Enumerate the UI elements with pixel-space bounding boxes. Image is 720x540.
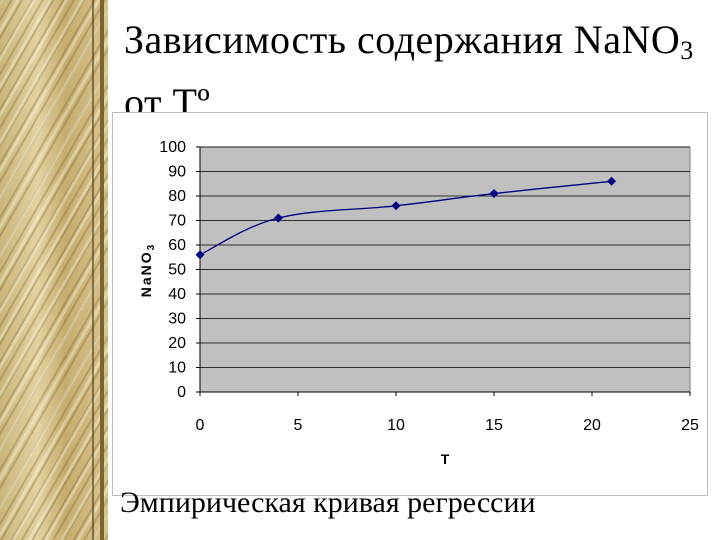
- side-band-divider: [92, 0, 94, 540]
- y-tick-label-80: 80: [168, 188, 186, 205]
- y-tick-label-90: 90: [168, 164, 186, 181]
- decorative-side-band: [0, 0, 108, 540]
- x-tick-label-5: 5: [294, 417, 303, 434]
- data-point-marker-4: [607, 176, 617, 186]
- data-point-marker-3: [489, 189, 499, 199]
- y-tick-label-40: 40: [168, 286, 186, 303]
- slide-title: Зависимость содержания NaNO3 от Tº: [124, 14, 714, 129]
- y-tick-label-70: 70: [168, 213, 186, 230]
- x-tick-label-25: 25: [681, 417, 699, 434]
- title-text: Зависимость содержания NaNO: [124, 17, 681, 62]
- y-tick-label-30: 30: [168, 311, 186, 328]
- y-axis-label: NaNO3: [138, 243, 157, 297]
- y-tick-label-50: 50: [168, 262, 186, 279]
- x-tick-label-15: 15: [485, 417, 503, 434]
- title-subscript: 3: [680, 36, 694, 65]
- y-tick-label-0: 0: [177, 384, 186, 401]
- y-tick-label-60: 60: [168, 237, 186, 254]
- data-point-marker-1: [273, 213, 283, 223]
- x-axis-label: T: [441, 451, 450, 467]
- data-point-marker-0: [195, 250, 205, 260]
- title-line-1: Зависимость содержания NaNO3: [124, 17, 694, 65]
- x-tick-label-20: 20: [583, 417, 601, 434]
- side-band-border: [100, 0, 104, 540]
- y-tick-label-20: 20: [168, 335, 186, 352]
- slide-caption: Эмпирическая кривая регрессии: [120, 486, 536, 519]
- chart-container: 0 10 20 30 40 50 60 70 80 90 100 0 5 10 15 20 25 T NaNO3: [112, 112, 708, 496]
- y-tick-label-100: 100: [159, 139, 186, 156]
- x-tick-label-10: 10: [387, 417, 405, 434]
- y-tick-label-10: 10: [168, 360, 186, 377]
- x-tick-label-0: 0: [196, 417, 205, 434]
- line-chart: 0 10 20 30 40 50 60 70 80 90 100 0 5 10 15 20 25 T NaNO3: [138, 139, 699, 467]
- data-point-marker-2: [391, 201, 401, 211]
